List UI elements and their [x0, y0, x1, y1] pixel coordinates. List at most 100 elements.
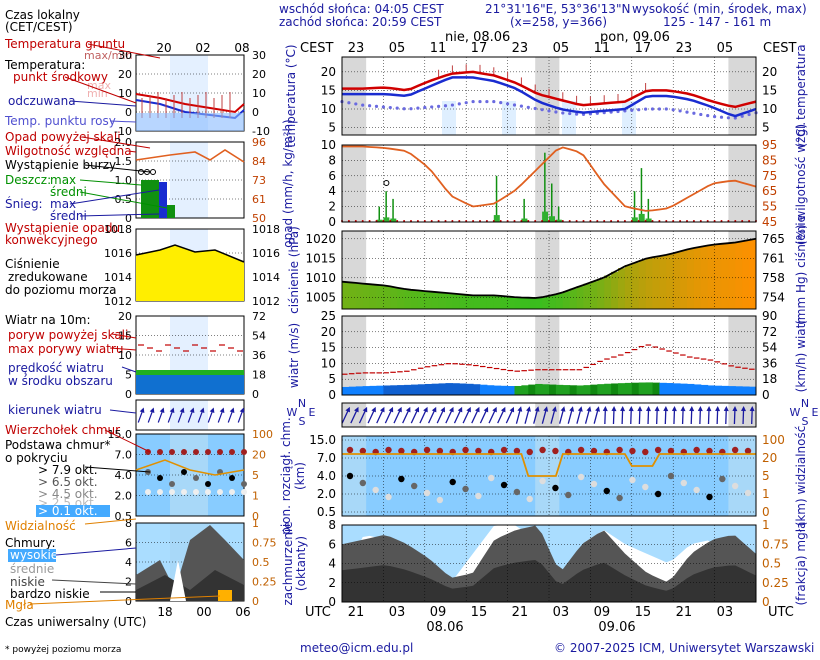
wind-speed-col	[618, 383, 626, 395]
wind-night-1	[535, 316, 560, 395]
legend-wind-arrow	[227, 407, 235, 423]
wind-tick-left: 25	[321, 309, 336, 323]
legend-wysokie: wysokie	[10, 548, 59, 562]
legend-cloud-base-light	[181, 489, 187, 495]
wind-arrow-shaft	[384, 409, 393, 424]
legend-cisnienie2: zredukowane	[8, 270, 88, 284]
legend-cover-tick-left: 8	[125, 517, 132, 530]
legend-wiatr: Wiatr na 10m:	[5, 313, 91, 327]
top-hour-label: 17	[471, 41, 488, 56]
legend-top-hour: 20	[156, 41, 171, 55]
press-fill-col	[528, 297, 536, 309]
wind-speed-col	[507, 385, 515, 395]
legend-precip-tick-right: 84	[252, 155, 266, 168]
compass-right-s: S	[802, 415, 809, 428]
footer-email[interactable]: meteo@icm.edu.pl	[300, 641, 414, 655]
press-frame	[341, 230, 757, 310]
humid-tick-right: 75	[762, 169, 777, 183]
legend-cloud-top	[229, 449, 235, 455]
cloud-tick-left: 7.0	[317, 451, 336, 465]
top-hour-label: 05	[553, 41, 570, 56]
legend-wind-arrow	[167, 407, 175, 423]
wind-arrow	[497, 406, 506, 424]
wind-arrow	[350, 406, 359, 424]
wind-arrow-shaft	[367, 409, 376, 424]
wind-speed-col	[397, 385, 405, 395]
cloud-frame	[341, 435, 757, 517]
wind-arrow	[445, 406, 454, 424]
legend-czas-lokalny: Czas lokalny	[5, 8, 80, 22]
cloud-top-dot	[385, 446, 392, 454]
cloud-base-dot	[398, 475, 405, 483]
dew-point-dot	[671, 108, 675, 112]
legend-connector	[79, 191, 168, 209]
legend-precip-tick-right: 73	[252, 174, 266, 187]
wind-arrow	[471, 406, 480, 424]
wind-arrow	[533, 406, 540, 424]
legend-arrow-shaft	[227, 410, 234, 423]
cloud-top-dot	[346, 446, 354, 454]
utc-left-label: UTC	[305, 605, 331, 620]
humid-tick-right: 65	[762, 184, 777, 198]
wind-speed-col	[521, 385, 529, 395]
top-hour-label: 23	[676, 41, 693, 56]
legend-connector	[79, 213, 160, 217]
legend-chmury: Chmury:	[5, 536, 56, 550]
wind-arrow-head	[543, 406, 549, 412]
press-fill-col	[486, 295, 495, 309]
humidity-line	[342, 145, 757, 212]
legend-burza: Wystąpienie burzy	[5, 158, 117, 172]
wind-axis-label-right: (km/h) wiatr	[794, 319, 808, 393]
dew-point-dot	[361, 103, 365, 107]
height-values: 125 - 147 - 161 m	[663, 15, 772, 29]
vis-tick-right: 1	[762, 487, 770, 501]
cloud-tick-left: 4.0	[317, 469, 336, 483]
rain-max-bar	[551, 183, 553, 222]
legend-arrow-shaft	[207, 410, 214, 423]
wind-arrow-shaft	[479, 409, 488, 424]
legend-temp-tick-right: 20	[252, 68, 266, 81]
press-fill-col	[466, 295, 474, 309]
dew-point-dot	[354, 102, 358, 106]
legend-arrow-shaft	[197, 410, 204, 423]
legend-precip-tick-left: 2.0	[115, 136, 133, 149]
legend-connector	[29, 595, 221, 605]
rain-mean-bar	[521, 218, 528, 222]
compass-right-n: N	[801, 397, 809, 410]
press-fill-col	[348, 282, 357, 309]
visibility-line	[342, 453, 756, 477]
press-fill-col	[583, 283, 591, 309]
press-axis-label: ciśnienie (hPa)	[287, 226, 301, 314]
press-fill-col	[721, 243, 729, 309]
wind-speed-col	[362, 386, 371, 395]
legend-wind-arrow	[237, 407, 245, 423]
rain-mean-bar	[631, 217, 638, 222]
legend-cloud-tick-left: 15.0	[108, 428, 133, 441]
legend-press-tick-right: 1016	[252, 247, 280, 260]
legend-cover-tick-right: 0	[252, 595, 259, 608]
wind-arrow-head	[749, 406, 755, 412]
press-fill-col	[452, 293, 460, 309]
wind-arrow-head	[654, 406, 660, 412]
wind-arrow-shaft	[690, 408, 693, 425]
legend-press-tick-left: 1014	[104, 271, 132, 284]
legend-press-tick-right: 1012	[252, 295, 280, 308]
wind-arrow	[697, 406, 703, 425]
temp-axis-label: temperatura (°C)	[284, 44, 298, 147]
legend-cloud-tick-left: 7.0	[115, 449, 133, 462]
wind-axis-label: wiatr (m/s)	[287, 323, 301, 388]
wind-arrow-head	[637, 406, 643, 412]
dew-point-dot	[450, 103, 454, 107]
cloud-top-dot	[398, 447, 405, 455]
press-fill-col	[438, 292, 446, 309]
temp-tick-left: 10	[321, 102, 336, 116]
wind-arrow-shaft	[751, 408, 753, 425]
legend-cloud-top	[181, 449, 187, 455]
legend-poryw-skali: poryw powyżej skali	[8, 328, 129, 342]
rain-mean-bar	[542, 211, 549, 222]
precip-tick-left: 10	[321, 138, 336, 152]
dew-point-dot	[368, 104, 372, 108]
wind-arrow	[488, 406, 497, 424]
wind-arrow-shaft	[462, 409, 471, 424]
dew-point-dot	[423, 105, 427, 110]
